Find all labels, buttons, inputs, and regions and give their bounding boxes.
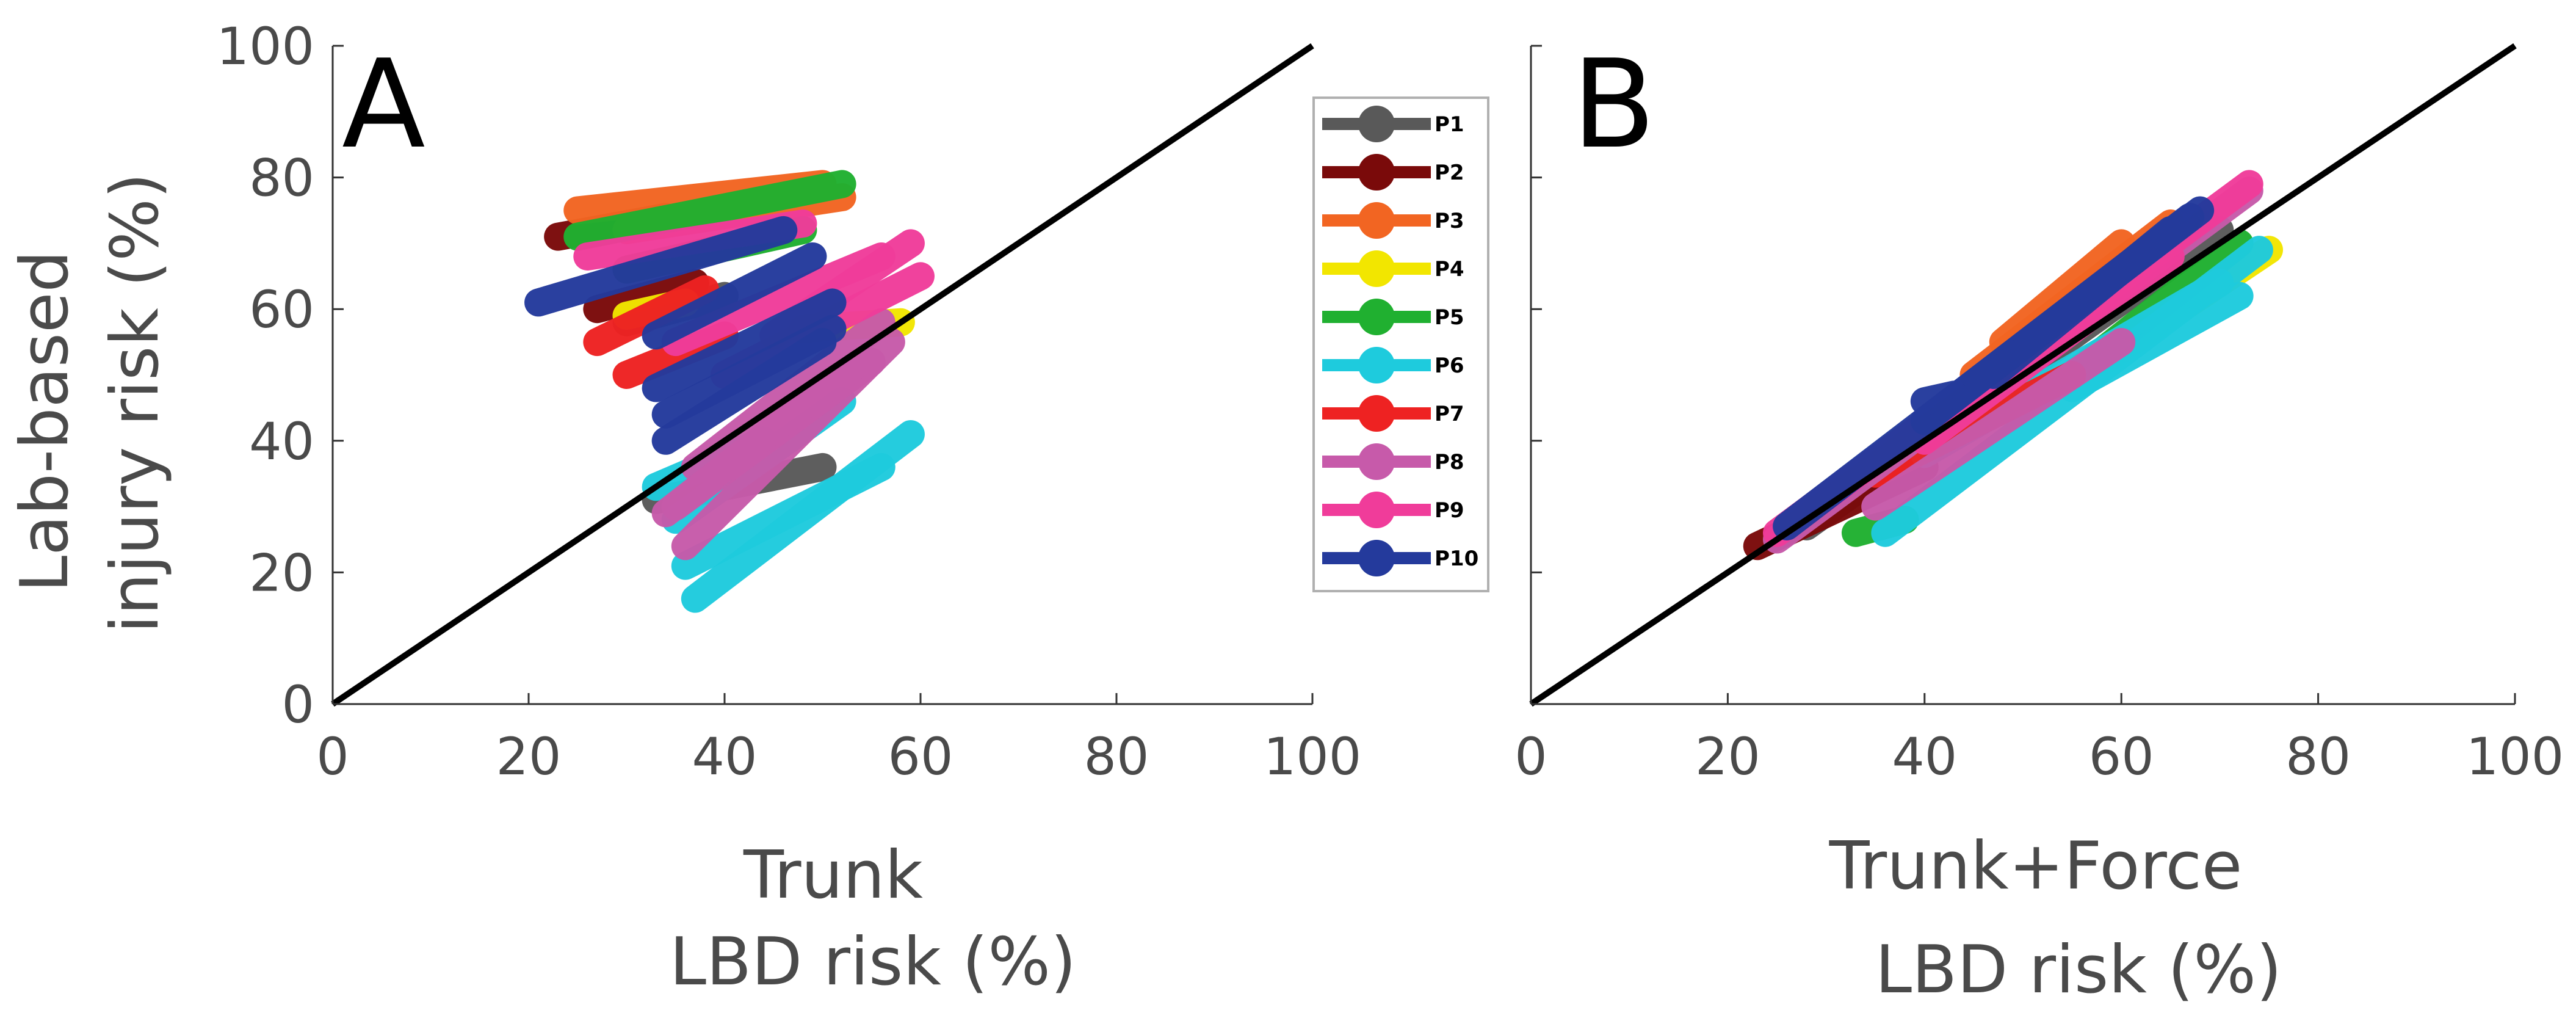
panel-b-p3-points-1 [1989, 229, 2136, 357]
legend-label-p4: P4 [1435, 257, 1464, 282]
panel-b-p8-points-1 [1861, 328, 2136, 521]
panel-a-p10-points-4 [642, 242, 827, 350]
panel-a-p10-points-0 [524, 216, 798, 317]
legend-entry-p6: P6 [1322, 347, 1464, 383]
legend-entry-p4: P4 [1322, 250, 1464, 287]
legend-marker-p2 [1358, 154, 1395, 191]
legend-entries: P1 P2 P3 P4 P5 P6 P7 P8 P9 P10 [1322, 106, 1478, 576]
panel-b-x-tick-label: 60 [2089, 727, 2154, 787]
panel-a-points [524, 170, 935, 613]
panel-a-p10-points-3 [651, 328, 837, 455]
legend-label-p7: P7 [1435, 402, 1464, 426]
panel-a-axes: 0 20 40 80 100 60 0 20 40 60 80 100 [217, 16, 1362, 787]
legend-entry-p7: P7 [1322, 395, 1464, 432]
legend-marker-p9 [1358, 492, 1395, 528]
panel-b-x-label-line1: Trunk+Force [1829, 828, 2243, 904]
legend-entry-p8: P8 [1322, 443, 1464, 480]
legend-marker-p8 [1358, 443, 1395, 480]
panel-a-x-tick-label: 80 [1084, 727, 1149, 787]
panel-a-x-tick-label: 100 [1264, 727, 1361, 787]
legend-marker-p3 [1358, 202, 1395, 239]
legend-marker-p6 [1358, 347, 1395, 383]
legend-label-p1: P1 [1435, 112, 1464, 137]
panel-a-p7-points-0 [583, 275, 719, 357]
panel-b-x-tick-label: 80 [2285, 727, 2351, 787]
legend-marker-p4 [1358, 250, 1395, 287]
legend-label-p5: P5 [1435, 305, 1464, 330]
panel-a-x-tick-label: 40 [692, 727, 758, 787]
legend-label-p10: P10 [1435, 547, 1478, 571]
legend-marker-p5 [1358, 299, 1395, 335]
legend-entry-p9: P9 [1322, 492, 1464, 528]
legend-label-p9: P9 [1435, 498, 1464, 523]
panel-b-p10-points-2 [1979, 216, 2185, 389]
panel-b-letter: B [1572, 34, 1655, 176]
legend-label-p3: P3 [1435, 209, 1464, 233]
legend-marker-p10 [1358, 540, 1395, 576]
legend: P1 P2 P3 P4 P5 P6 P7 P8 P9 P10 [1312, 96, 1489, 592]
panel-b-x-tick-label: 20 [1695, 727, 1760, 787]
panel-a-x-label-line1: Trunk [743, 837, 923, 914]
panel-b-x-label-line2: LBD risk (%) [1875, 932, 2282, 1008]
legend-label-p8: P8 [1435, 450, 1464, 474]
legend-label-p6: P6 [1435, 354, 1464, 378]
panel-a-p6-points-1 [671, 452, 895, 580]
panel-b-x-tick-label: 40 [1892, 727, 1957, 787]
panel-a-p10-points-1 [642, 288, 847, 402]
panel-b-identity-line [1529, 43, 2517, 707]
panel-a-identity-line [331, 43, 1314, 707]
panel-a-y-tick-label: 40 [249, 412, 314, 471]
panel-b-p10-points-3 [1910, 380, 1969, 416]
legend-entry-p10: P10 [1322, 540, 1478, 576]
legend-entry-p2: P2 [1322, 154, 1464, 191]
panel-a-y-tick-label: 0 [282, 675, 314, 735]
panel-a-p9-points-3 [661, 242, 895, 357]
legend-marker-p7 [1358, 395, 1395, 432]
panel-a-y-tick-label: 100 [217, 16, 314, 76]
panel-a-x-tick-label: 60 [888, 727, 953, 787]
panel-a-y-tick-label: 20 [249, 543, 314, 603]
y-axis-label-line1: Lab-based [7, 250, 83, 592]
legend-entry-p5: P5 [1322, 299, 1464, 335]
legend-label-p2: P2 [1435, 161, 1464, 185]
panel-a-p8-points-3 [651, 354, 866, 528]
y-axis-label-line2: injury risk (%) [97, 173, 173, 633]
legend-entry-p3: P3 [1322, 202, 1464, 239]
panel-b: 0 20 40 60 80 100 B Trunk+Force LBD risk (%) [1514, 34, 2564, 1008]
panel-b-x-tick-label: 0 [1514, 727, 1547, 787]
panel-a-letter: A [342, 34, 425, 176]
panel-a-x-tick-label: 20 [496, 727, 562, 787]
panel-a-p5-points-0 [563, 170, 856, 251]
panel-a: 0 20 40 80 100 60 0 20 40 60 80 100 A Trunk LBD ris… [217, 16, 1362, 1000]
panel-a-y-tick-label: 60 [249, 280, 314, 340]
legend-entry-p1: P1 [1322, 106, 1464, 142]
panel-a-x-tick-label: 0 [316, 727, 349, 787]
panel-b-points [1743, 170, 2283, 561]
panel-a-x-label-line2: LBD risk (%) [670, 924, 1076, 1000]
panel-a-y-tick-label: 80 [249, 148, 314, 208]
panel-b-x-tick-label: 100 [2466, 727, 2564, 787]
panel-b-axes: 0 20 40 60 80 100 [1514, 45, 2564, 787]
legend-marker-p1 [1358, 106, 1395, 142]
